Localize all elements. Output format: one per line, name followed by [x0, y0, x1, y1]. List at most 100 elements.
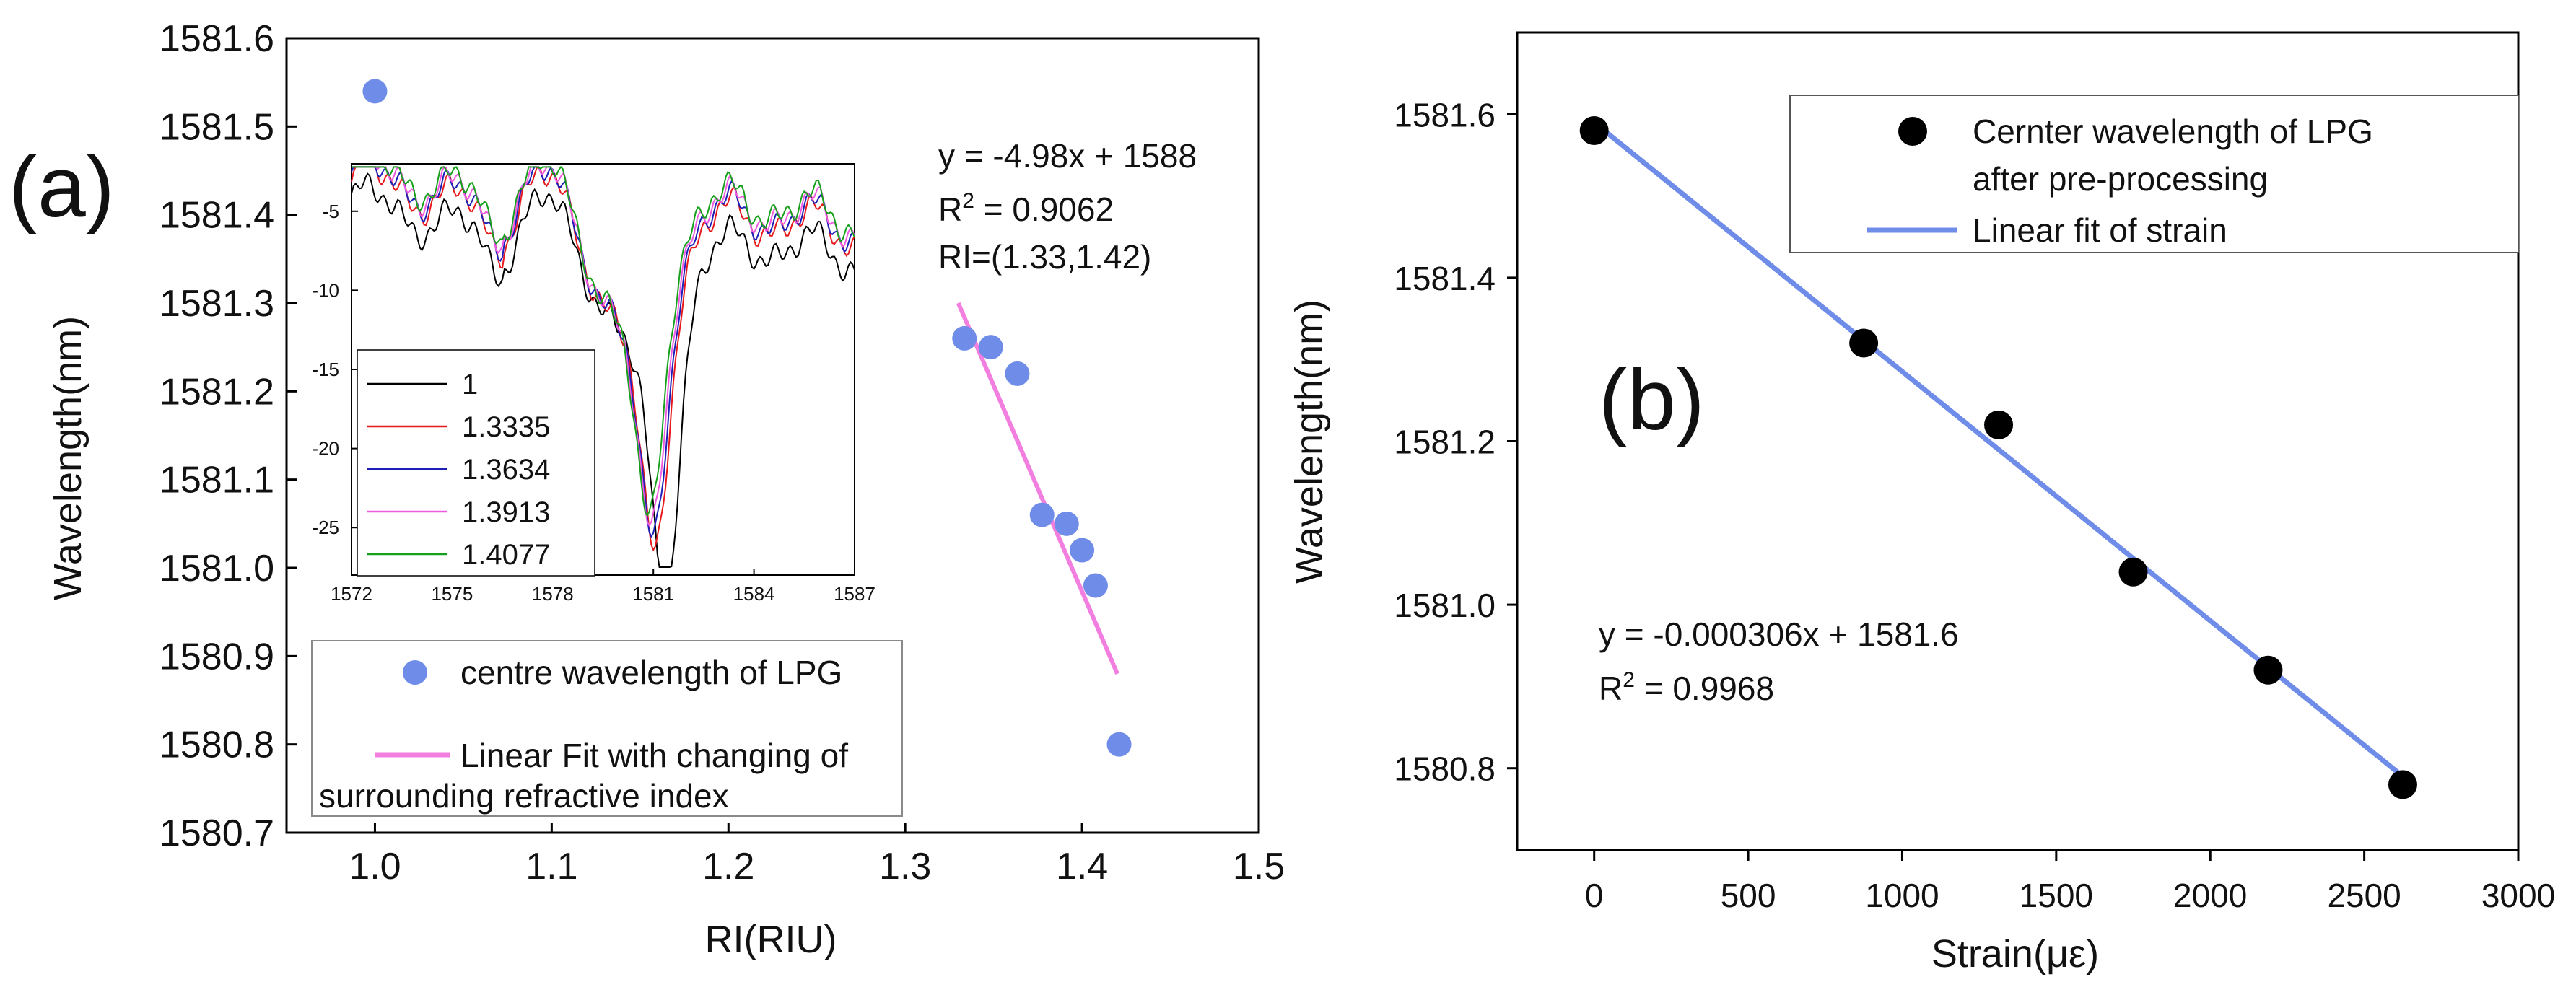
panel-a-y-tick-label: 1581.0	[160, 548, 274, 589]
inset-spectrum-curve	[352, 165, 855, 517]
panel-b-annotation: y = -0.000306x + 1581.6 R2 = 0.9968	[1599, 615, 1959, 707]
panel-b-label: (b)	[1599, 351, 1705, 448]
panel-a-data-point	[362, 79, 388, 104]
inset-y-tick-label: -5	[323, 201, 339, 222]
panel-b-legend: Cernter wavelength of LPG after pre-proc…	[1789, 95, 2519, 253]
panel-b-legend-entry-1: Cernter wavelength of LPG	[1973, 113, 2373, 150]
panel-b-data-point	[1849, 328, 1879, 358]
panel-b-x-tick-label: 3000	[2481, 877, 2555, 914]
panel-b-y-axis-title: Wavelength(nm)	[1288, 299, 1331, 584]
panel-a-fit-line	[956, 302, 1119, 675]
panel-a-y-tick-label: 1580.7	[160, 812, 274, 854]
inset-x-tick-label: 1584	[733, 583, 775, 605]
panel-a: 1.0 1.1 1.2 1.3 1.4 1.5 1580.71580.81580.9158…	[9, 18, 1285, 961]
panel-b-equation: y = -0.000306x + 1581.6	[1599, 615, 1959, 653]
panel-b-y-tick-label: 1581.0	[1394, 587, 1496, 624]
panel-a-legend-entry-1: centre wavelength of LPG	[460, 654, 842, 691]
panel-a-y-tick-label: 1581.2	[160, 371, 274, 413]
panel-a-y-tick-label: 1581.6	[160, 18, 274, 60]
panel-a-x-tick-label: 1.0	[349, 846, 401, 887]
panel-b-data-point	[2253, 655, 2283, 685]
panel-b-x-tick-label: 1500	[2020, 877, 2093, 914]
panel-a-x-axis-title: RI(RIU)	[705, 918, 837, 961]
panel-b-y-axis: 1580.8 1581.0 1581.2 1581.4 1581.6	[1394, 96, 1517, 788]
inset-legend-label: 1.3913	[462, 496, 550, 528]
inset-x-tick-label: 1575	[431, 583, 473, 605]
panel-a-x-tick-label: 1.4	[1056, 846, 1108, 887]
panel-a-inset: 1572 1575 1578 1581 1584 1587 -5-10-15-20-25 …	[312, 163, 876, 605]
panel-b-x-axis: 0 500 1000 1500 2000 2500 3000	[1585, 850, 2555, 914]
panel-a-x-tick-label: 1.3	[879, 846, 931, 887]
inset-spectrum-curve	[352, 166, 855, 527]
panel-b-x-tick-label: 500	[1721, 877, 1776, 914]
panel-a-label: (a)	[9, 139, 115, 235]
panel-b-data-point	[2118, 557, 2148, 587]
panel-a-x-tick-label: 1.5	[1233, 846, 1285, 887]
panel-b-y-tick-label: 1581.6	[1394, 96, 1496, 133]
panel-a-y-tick-label: 1581.4	[160, 195, 274, 237]
inset-y-tick-label: -20	[312, 438, 339, 460]
panel-a-legend-entry-2: Linear Fit with changing of	[460, 737, 848, 774]
panel-b-x-tick-label: 2000	[2173, 877, 2247, 914]
panel-a-data-point	[1054, 511, 1079, 536]
panel-a-data-point	[952, 325, 977, 351]
panel-a-range: RI=(1.33,1.42)	[938, 238, 1151, 276]
inset-x-tick-label: 1587	[834, 583, 876, 605]
panel-b-legend-entry-1b: after pre-processing	[1973, 160, 2268, 198]
panel-a-x-tick-label: 1.2	[702, 846, 754, 887]
inset-x-tick-label: 1572	[331, 583, 372, 605]
panel-a-x-tick-label: 1.1	[525, 846, 577, 887]
inset-y-tick-label: -15	[312, 359, 339, 380]
panel-a-r-squared: R2 = 0.9062	[938, 189, 1114, 228]
panel-a-x-axis: 1.0 1.1 1.2 1.3 1.4 1.5	[349, 823, 1285, 887]
panel-b-data-point	[1579, 115, 1609, 145]
panel-a-data-point	[1106, 732, 1132, 757]
panel-b-r-squared: R2 = 0.9968	[1599, 668, 1774, 707]
panel-a-y-tick-label: 1581.5	[160, 106, 274, 148]
panel-b-x-tick-label: 0	[1585, 877, 1604, 914]
inset-x-tick-label: 1578	[532, 583, 574, 605]
inset-spectra	[351, 165, 855, 568]
inset-legend-label: 1	[462, 369, 478, 400]
panel-a-annotation: y = -4.98x + 1588 R2 = 0.9062 RI=(1.33,1…	[938, 137, 1197, 276]
panel-b-y-tick-label: 1581.4	[1394, 260, 1496, 297]
inset-legend-label: 1.4077	[462, 539, 550, 571]
panel-a-y-tick-label: 1580.8	[160, 724, 274, 766]
panel-a-points	[362, 79, 1132, 757]
inset-legend-label: 1.3634	[462, 454, 550, 486]
panel-a-data-point	[1070, 538, 1095, 563]
panel-a-equation: y = -4.98x + 1588	[938, 137, 1197, 175]
panel-b-x-axis-title: Strain(με)	[1931, 932, 2099, 976]
panel-a-data-point	[978, 335, 1003, 360]
panel-a-y-tick-label: 1581.1	[160, 460, 274, 501]
panel-b-points	[1579, 115, 2417, 799]
inset-legend-box	[357, 349, 595, 577]
panel-a-legend-marker	[403, 660, 427, 685]
panel-b: 0 500 1000 1500 2000 2500 3000 1580.81581.0158…	[1288, 31, 2555, 976]
panel-a-legend-entry-3: surrounding refractive index	[319, 777, 729, 815]
inset-legend-label: 1.3335	[462, 411, 550, 443]
panel-a-y-tick-label: 1581.3	[160, 283, 274, 325]
panel-b-data-point	[1984, 410, 2014, 439]
inset-spectrum-curve	[351, 166, 855, 552]
panel-b-legend-entry-2: Linear fit of strain	[1973, 211, 2227, 249]
panel-b-x-tick-label: 2500	[2327, 877, 2401, 914]
panel-a-y-axis-title: Wavelength(nm)	[46, 316, 89, 600]
inset-legend: 1 1.3335 1.3634 1.3913 1.4077	[357, 349, 595, 577]
panel-a-plot-frame	[285, 37, 1260, 834]
inset-x-tick-label: 1581	[632, 583, 674, 605]
inset-x-axis: 1572 1575 1578 1581 1584 1587	[331, 569, 876, 605]
panel-b-x-tick-label: 1000	[1865, 877, 1939, 914]
panel-b-y-tick-label: 1581.2	[1394, 424, 1496, 461]
panel-b-data-point	[2388, 770, 2417, 799]
panel-a-legend: centre wavelength of LPG Linear Fit with…	[311, 640, 903, 817]
inset-y-tick-label: -10	[312, 279, 339, 301]
inset-spectrum-curve	[351, 172, 855, 568]
panel-a-y-axis: 1580.7 1580.8 1580.9 1581.0 1581.1 1581.2 1581…	[160, 18, 297, 854]
panel-a-data-point	[1029, 502, 1055, 527]
panel-a-y-tick-label: 1580.9	[160, 636, 274, 678]
inset-y-tick-label: -25	[312, 517, 339, 538]
panel-a-data-point	[1083, 573, 1108, 598]
panel-b-y-tick-label: 1580.8	[1394, 750, 1496, 788]
